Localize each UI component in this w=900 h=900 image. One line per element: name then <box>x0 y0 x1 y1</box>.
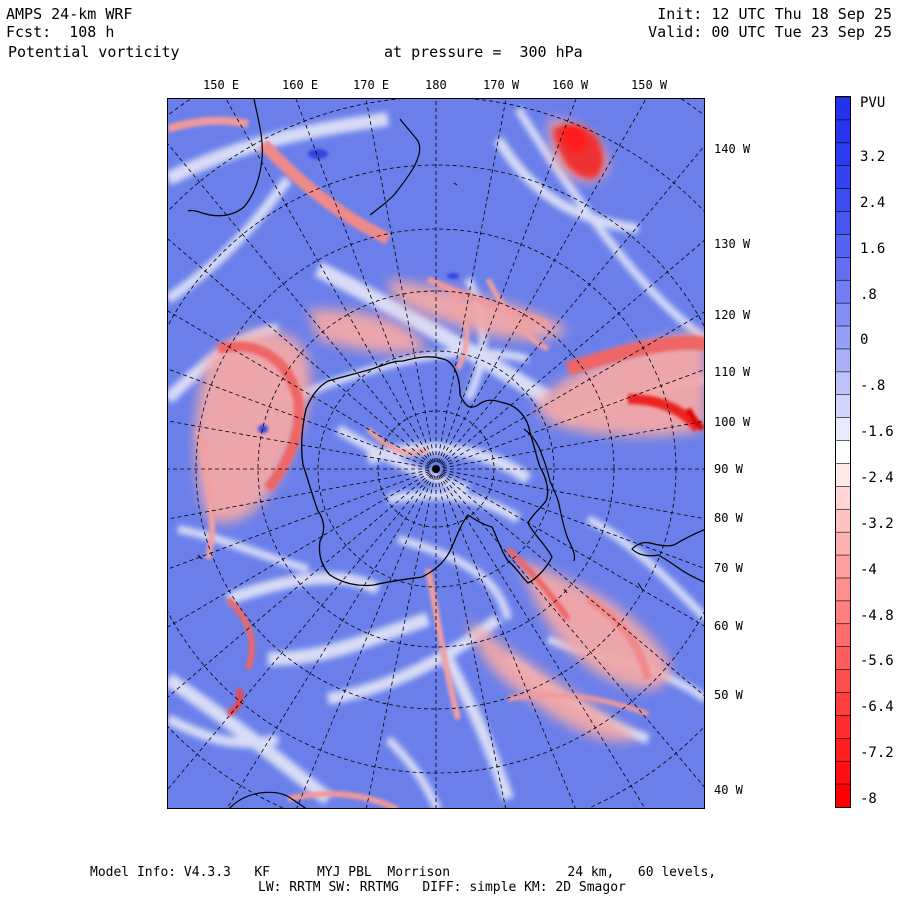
colorbar-band <box>836 463 850 487</box>
colorbar-band <box>836 555 850 579</box>
antarctic-peninsula-coast <box>523 428 576 562</box>
south-america-coast <box>631 529 704 583</box>
lon-label-90w: 90 W <box>714 462 743 476</box>
colorbar-band <box>836 394 850 419</box>
lon-label-110w: 110 W <box>714 365 751 379</box>
colorbar-band <box>836 348 850 373</box>
lon-label-70w: 70 W <box>714 561 743 575</box>
valid-time: Valid: 00 UTC Tue 23 Sep 25 <box>648 23 892 41</box>
colorbar-band <box>836 165 850 190</box>
colorbar-tick-label: -5.6 <box>860 653 894 670</box>
colorbar-band <box>836 715 850 739</box>
pv-colorbar <box>835 96 851 808</box>
colorbar-band <box>836 577 850 602</box>
colorbar-tick-label: -8 <box>860 791 877 807</box>
africa-coast <box>229 791 307 808</box>
lon-label-150w: 150 W <box>631 78 668 92</box>
new-zealand-coast <box>369 118 421 216</box>
colorbar-band <box>836 509 850 533</box>
pv-map <box>167 98 705 809</box>
colorbar-tick-label: -2.4 <box>860 470 894 486</box>
colorbar-tick-label: -7.2 <box>860 745 894 762</box>
colorbar-band <box>836 761 850 785</box>
lon-label-160e: 160 E <box>282 78 319 92</box>
init-time: Init: 12 UTC Thu 18 Sep 25 <box>657 5 892 23</box>
pv-map-svg <box>168 99 704 808</box>
colorbar-band <box>836 417 850 442</box>
model-title: AMPS 24-km WRF <box>6 5 133 23</box>
colorbar-band <box>836 119 850 144</box>
colorbar-band <box>836 623 850 648</box>
pv-red-regions-soft <box>194 119 704 742</box>
colorbar-tick-label: 2.4 <box>860 194 886 211</box>
colorbar-band <box>836 234 850 258</box>
colorbar-tick-label: -1.6 <box>860 424 894 441</box>
lon-label-160w: 160 W <box>552 78 589 92</box>
colorbar-svg <box>836 97 850 807</box>
forecast-hour: Fcst: 108 h <box>6 23 115 41</box>
lon-label-50w: 50 W <box>714 688 743 702</box>
meridians <box>168 99 704 808</box>
model-info-line1: Model Info: V4.3.3 KF MYJ PBL Morrison 2… <box>90 865 717 880</box>
pv-blue-accents <box>258 149 459 433</box>
colorbar-band <box>836 669 850 693</box>
australia-coast <box>187 99 263 217</box>
colorbar-band <box>836 371 850 396</box>
colorbar-tick-label: -4.8 <box>860 607 894 624</box>
colorbar-tick-label: 3.2 <box>860 149 886 165</box>
lon-label-40w: 40 W <box>714 783 743 797</box>
colorbar-tick-label: 1.6 <box>860 240 886 257</box>
lon-label-180: 180 <box>425 78 447 92</box>
colorbar-band <box>836 784 850 807</box>
antarctica-coastline <box>300 356 553 587</box>
lon-label-150e: 150 E <box>203 78 240 92</box>
colorbar-band <box>836 188 850 213</box>
colorbar-tick-label: 0 <box>860 332 869 349</box>
colorbar-band <box>836 97 850 121</box>
colorbar-band <box>836 692 850 716</box>
lon-label-130w: 130 W <box>714 237 751 251</box>
colorbar-tick-label: -3.2 <box>860 515 894 532</box>
lon-label-100w: 100 W <box>714 415 751 429</box>
model-info-line2: LW: RRTM SW: RRTMG DIFF: simple KM: 2D S… <box>258 880 626 895</box>
lon-label-170e: 170 E <box>353 78 390 92</box>
colorbar-band <box>836 646 850 671</box>
colorbar-tick-label: -6.4 <box>860 699 894 716</box>
colorbar-band <box>836 440 850 464</box>
lon-label-80w: 80 W <box>714 511 743 525</box>
colorbar-tick-label: .8 <box>860 286 877 303</box>
lon-label-170w: 170 W <box>483 78 520 92</box>
colorbar-unit: PVU <box>860 95 886 111</box>
colorbar-band <box>836 280 850 304</box>
colorbar-tick-label: -4 <box>860 561 877 578</box>
field-name: Potential vorticity <box>8 43 180 61</box>
lon-label-120w: 120 W <box>714 308 751 322</box>
colorbar-band <box>836 142 850 167</box>
colorbar-tick-label: -.8 <box>860 378 886 395</box>
pv-red-blob-north <box>553 123 604 179</box>
lon-label-140w: 140 W <box>714 142 751 156</box>
colorbar-band <box>836 211 850 235</box>
colorbar-band <box>836 303 850 327</box>
lon-label-60w: 60 W <box>714 619 743 633</box>
colorbar-band <box>836 738 850 762</box>
colorbar-band <box>836 257 850 281</box>
colorbar-band <box>836 486 850 510</box>
colorbar-band <box>836 532 850 556</box>
colorbar-band <box>836 326 850 350</box>
pressure-level: at pressure = 300 hPa <box>384 43 583 61</box>
colorbar-band <box>836 600 850 625</box>
